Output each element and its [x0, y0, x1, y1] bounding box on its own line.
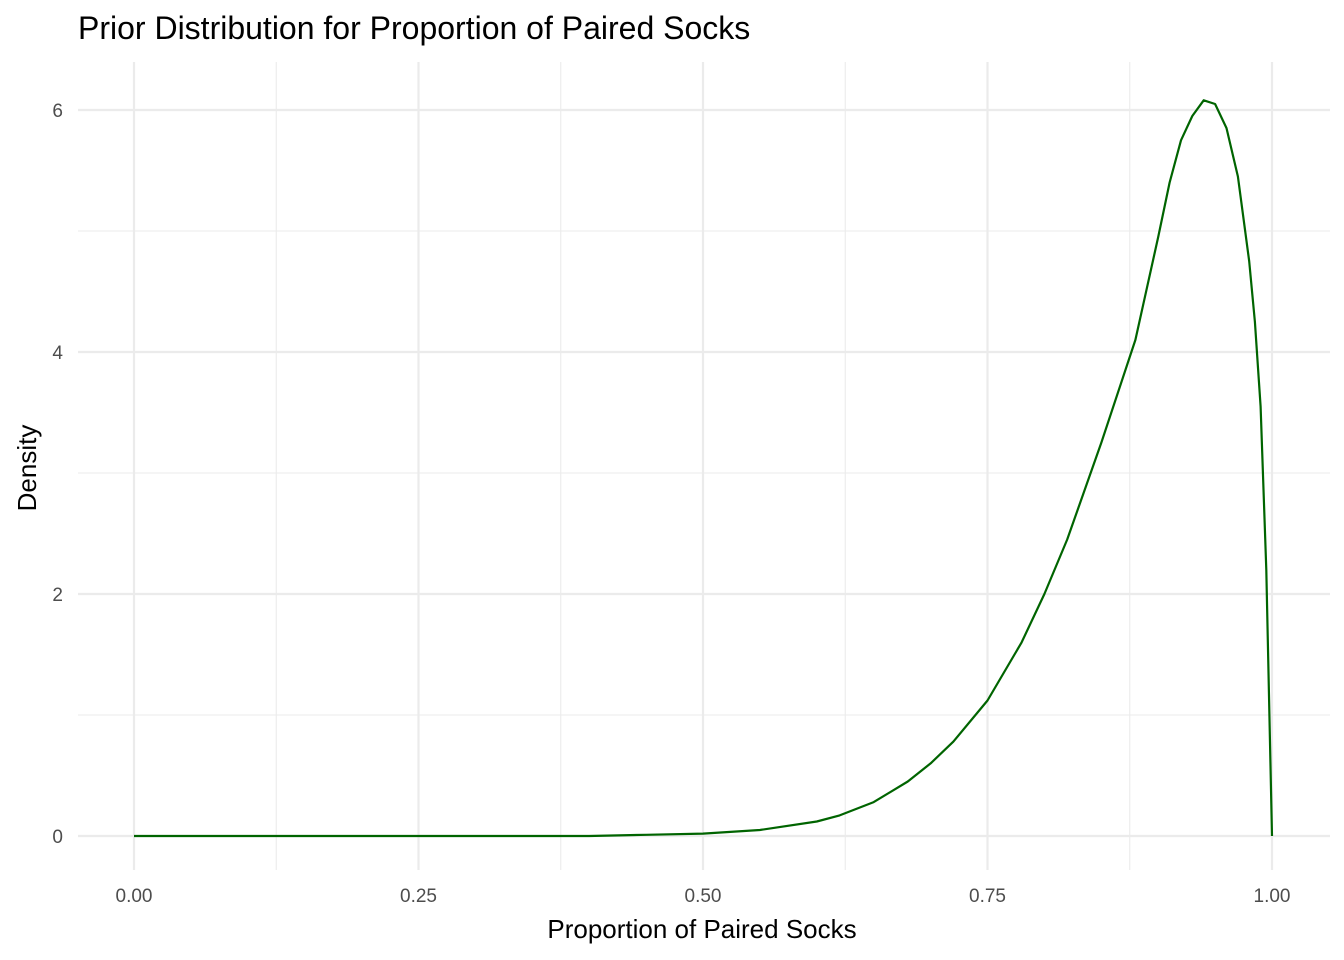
plot-area — [134, 99, 1274, 838]
x-tick-label: 1.00 — [1254, 886, 1291, 907]
y-tick-label: 0 — [52, 827, 63, 848]
density-line — [134, 99, 1274, 838]
x-axis-label: Proportion of Paired Socks — [547, 914, 856, 944]
y-tick-label: 6 — [52, 101, 63, 122]
tick-labels: 0.00 0.25 0.50 0.75 1.00 0 2 4 6 — [52, 101, 1290, 907]
x-tick-label: 0.75 — [969, 886, 1006, 907]
y-tick-label: 4 — [52, 343, 63, 364]
y-axis-label: Density — [12, 425, 42, 512]
x-tick-label: 0.25 — [400, 886, 437, 907]
x-tick-label: 0.00 — [116, 886, 153, 907]
y-tick-label: 2 — [52, 585, 63, 606]
grid — [78, 62, 1330, 870]
chart-title: Prior Distribution for Proportion of Pai… — [78, 10, 751, 46]
x-tick-label: 0.50 — [685, 886, 722, 907]
